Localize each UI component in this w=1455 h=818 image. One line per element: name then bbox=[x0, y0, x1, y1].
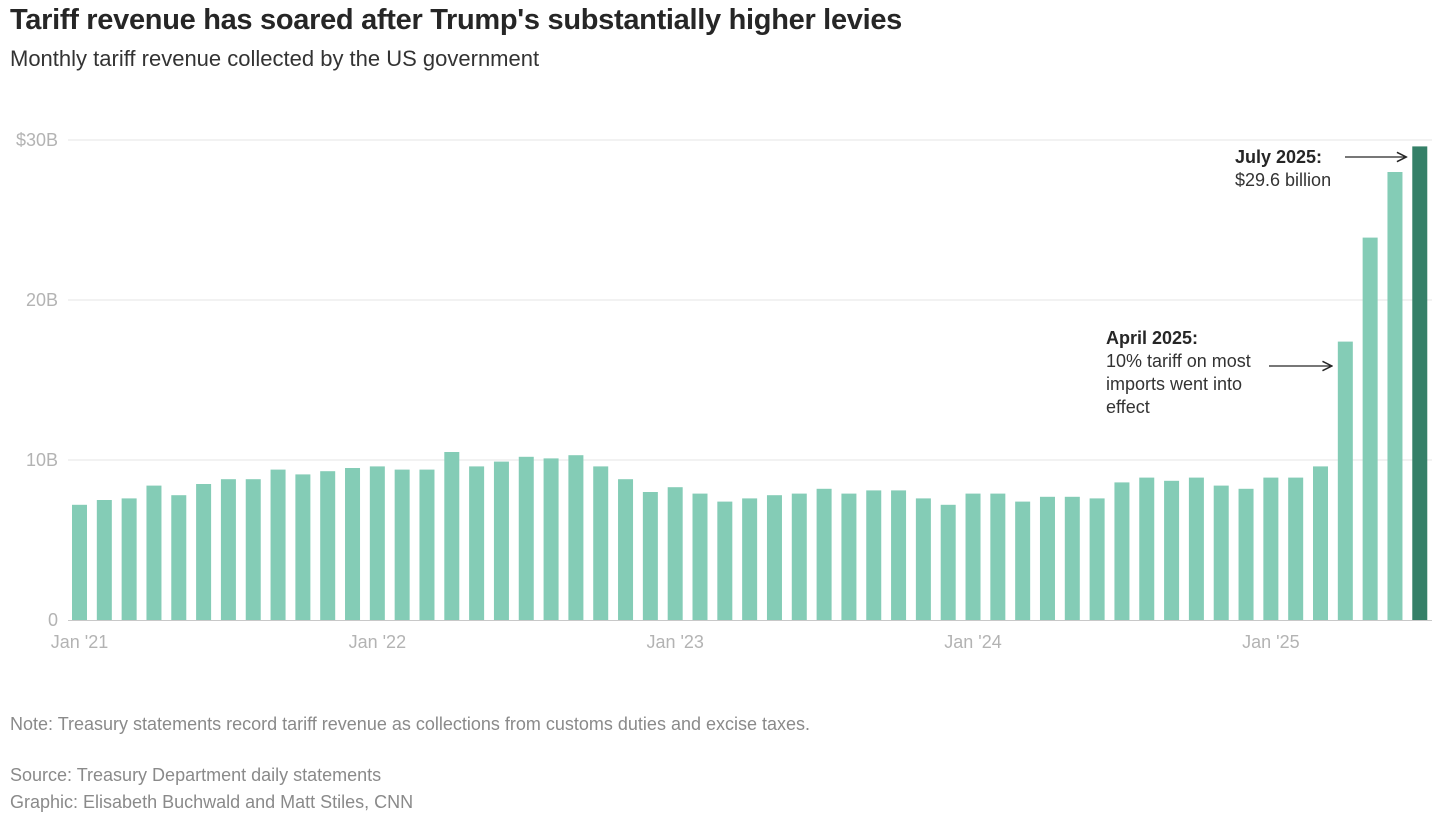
bar bbox=[295, 474, 311, 620]
y-tick-label: 10B bbox=[26, 450, 58, 470]
bar bbox=[1114, 482, 1130, 620]
bar bbox=[816, 488, 832, 620]
x-tick-label: Jan '22 bbox=[349, 632, 406, 652]
bar bbox=[568, 455, 584, 620]
annotation-line: $29.6 billion bbox=[1235, 170, 1331, 190]
chart-title: Tariff revenue has soared after Trump's … bbox=[10, 4, 903, 36]
bar bbox=[915, 498, 931, 620]
bar bbox=[1188, 477, 1204, 620]
bar bbox=[618, 479, 634, 620]
bar bbox=[1337, 341, 1353, 620]
bar bbox=[171, 495, 187, 620]
bar bbox=[766, 495, 782, 620]
bar bbox=[369, 466, 385, 620]
bar bbox=[121, 498, 137, 620]
bars bbox=[72, 146, 1428, 620]
y-tick-label: $30B bbox=[16, 130, 58, 150]
bar bbox=[642, 492, 658, 620]
bar bbox=[1313, 466, 1328, 620]
bar bbox=[394, 469, 410, 620]
bar bbox=[1387, 172, 1403, 620]
annotation-title: April 2025: bbox=[1106, 328, 1198, 348]
axes: 0 10B 20B $30B Jan '21 Jan '22 Jan '23 Jan '24 J… bbox=[16, 130, 1432, 652]
bar bbox=[444, 452, 460, 620]
bar bbox=[345, 468, 361, 620]
x-tick-label: Jan '25 bbox=[1242, 632, 1299, 652]
bar bbox=[1288, 477, 1304, 620]
y-tick-label: 20B bbox=[26, 290, 58, 310]
x-tick-label: Jan '21 bbox=[51, 632, 108, 652]
chart-source: Source: Treasury Department daily statem… bbox=[10, 765, 382, 785]
bar bbox=[1362, 237, 1378, 620]
annotation-line: imports went into bbox=[1106, 374, 1242, 394]
bar bbox=[866, 490, 882, 620]
bar-chart: 0 10B 20B $30B Jan '21 Jan '22 Jan '23 Jan '24 J… bbox=[16, 130, 1432, 652]
bar bbox=[469, 466, 485, 620]
bar bbox=[1139, 477, 1155, 620]
x-tick-label: Jan '24 bbox=[944, 632, 1001, 652]
gridlines bbox=[68, 139, 1432, 461]
chart-credit: Graphic: Elisabeth Buchwald and Matt Sti… bbox=[10, 792, 414, 812]
bar bbox=[1213, 485, 1229, 620]
annotation-line: 10% tariff on most bbox=[1106, 351, 1251, 371]
annotation: April 2025: 10% tariff on most imports wen… bbox=[1106, 328, 1332, 417]
bar bbox=[717, 501, 733, 620]
bar bbox=[543, 458, 559, 620]
bar bbox=[1263, 477, 1279, 620]
annotation-line: effect bbox=[1106, 397, 1150, 417]
bar bbox=[990, 493, 1006, 620]
bar bbox=[96, 500, 112, 620]
bar bbox=[965, 493, 981, 620]
x-tick-label: Jan '23 bbox=[646, 632, 703, 652]
bar bbox=[72, 504, 87, 620]
bar bbox=[742, 498, 758, 620]
bar bbox=[493, 461, 509, 620]
bar bbox=[196, 484, 212, 620]
bar bbox=[1164, 480, 1180, 620]
chart-subtitle: Monthly tariff revenue collected by the … bbox=[10, 46, 540, 71]
bar bbox=[220, 479, 236, 620]
bar bbox=[593, 466, 609, 620]
annotations: July 2025: $29.6 billion April 2025: 10% ta… bbox=[1106, 147, 1406, 417]
bar bbox=[270, 469, 286, 620]
chart-note: Note: Treasury statements record tariff … bbox=[10, 714, 811, 734]
bar bbox=[419, 469, 435, 620]
annotation: July 2025: $29.6 billion bbox=[1235, 147, 1406, 190]
bar bbox=[1064, 496, 1080, 620]
bar bbox=[146, 485, 162, 620]
bar bbox=[1089, 498, 1105, 620]
bar bbox=[518, 456, 534, 620]
bar bbox=[1039, 496, 1055, 620]
highlight-bar bbox=[1412, 146, 1428, 620]
bar bbox=[841, 493, 857, 620]
bar bbox=[891, 490, 907, 620]
bar bbox=[791, 493, 807, 620]
bar bbox=[1015, 501, 1031, 620]
annotation-title: July 2025: bbox=[1235, 147, 1322, 167]
bar bbox=[1238, 488, 1254, 620]
bar bbox=[940, 504, 956, 620]
bar bbox=[667, 487, 683, 620]
bar bbox=[245, 479, 261, 620]
y-tick-label: 0 bbox=[48, 610, 58, 630]
bar bbox=[320, 471, 336, 620]
bar bbox=[692, 493, 708, 620]
